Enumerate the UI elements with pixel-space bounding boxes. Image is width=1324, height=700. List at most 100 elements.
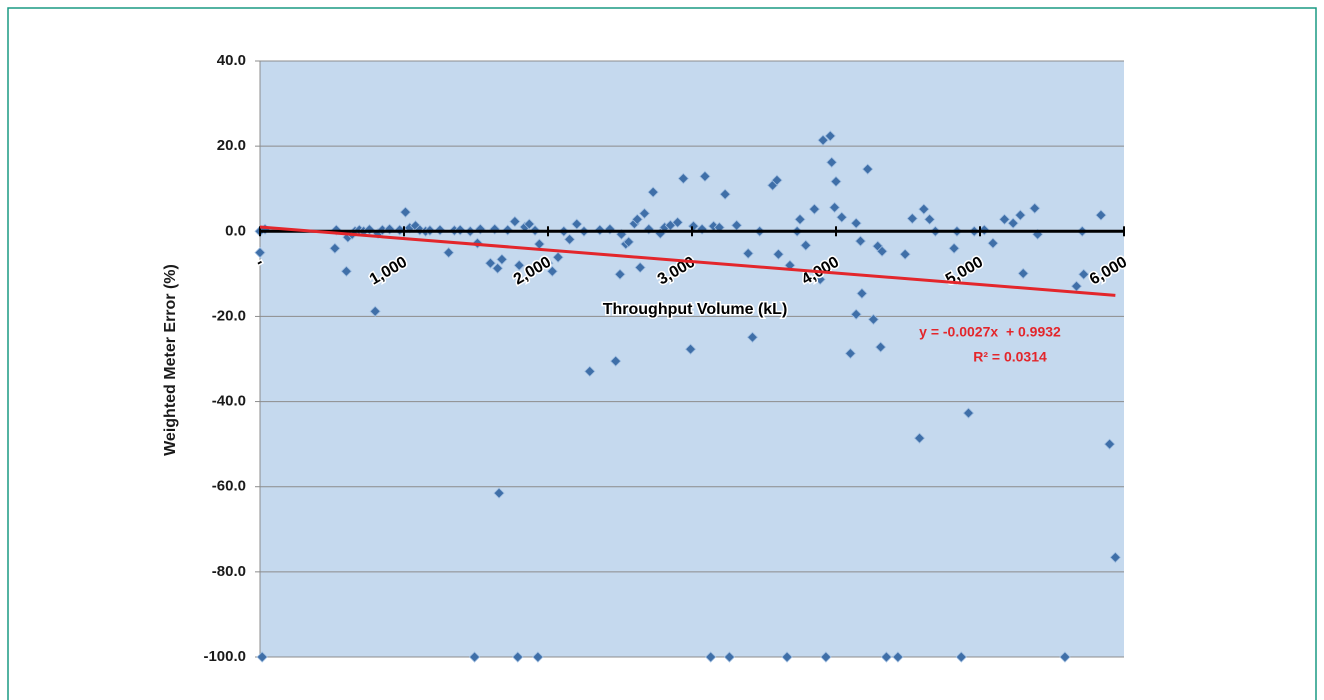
y-tick-label: -40.0 [212, 393, 246, 410]
point [772, 248, 784, 260]
point [781, 651, 793, 663]
point [820, 651, 832, 663]
point [1007, 217, 1019, 229]
y-tick-label: 40.0 [217, 52, 246, 69]
point [571, 218, 583, 230]
point [824, 130, 836, 142]
point [867, 313, 880, 325]
trendline [259, 225, 1116, 297]
point [623, 236, 635, 248]
point [1014, 209, 1026, 221]
point [699, 170, 711, 182]
point [496, 253, 508, 265]
point [719, 188, 731, 200]
point [512, 651, 524, 663]
point [854, 235, 867, 247]
point [987, 237, 999, 249]
point [817, 134, 829, 146]
trendline-equation: y = -0.0027x + 0.9932 [919, 324, 1061, 340]
point [399, 206, 412, 218]
point [1017, 267, 1029, 279]
point [906, 212, 918, 225]
point [638, 207, 651, 219]
point [742, 247, 754, 259]
point [634, 261, 646, 274]
point [746, 331, 759, 343]
point [340, 265, 352, 277]
point [850, 308, 862, 320]
point [672, 216, 684, 228]
point [443, 247, 455, 259]
point [892, 651, 904, 663]
point [948, 242, 960, 254]
point [913, 432, 926, 444]
point [826, 156, 838, 168]
point [647, 186, 659, 198]
point [723, 651, 736, 663]
point [836, 211, 848, 223]
point [850, 217, 862, 229]
point [546, 265, 558, 277]
point [918, 203, 930, 215]
point [1104, 438, 1116, 450]
point [794, 213, 806, 225]
point [532, 651, 544, 663]
trendline-r2: R² = 0.0314 [973, 349, 1047, 365]
point [1078, 268, 1090, 280]
point [962, 407, 975, 419]
point [998, 213, 1011, 225]
point [610, 355, 622, 367]
point [828, 201, 841, 214]
point [814, 273, 826, 285]
point [492, 262, 504, 274]
point [876, 245, 888, 257]
point [552, 251, 564, 263]
frame [7, 7, 1317, 700]
point [862, 163, 874, 175]
point [509, 215, 521, 228]
y-tick-label: 0.0 [225, 222, 246, 239]
y-tick-label: -80.0 [212, 563, 246, 580]
point [844, 347, 856, 360]
point [677, 172, 689, 185]
point [1109, 551, 1121, 563]
y-tick-label: 20.0 [217, 137, 246, 154]
x-axis-title: Throughput Volume (kL) [603, 301, 788, 318]
point [899, 248, 911, 260]
point [1029, 202, 1041, 214]
point [808, 203, 820, 215]
point [484, 257, 496, 269]
point [513, 259, 525, 271]
y-axis-title: Weighted Meter Error (%) [162, 264, 179, 456]
point [875, 341, 887, 353]
point [800, 239, 812, 251]
point [584, 365, 596, 377]
point [523, 218, 535, 230]
point [771, 174, 783, 186]
point [1095, 209, 1107, 221]
point [369, 305, 381, 317]
point [329, 242, 341, 254]
y-tick-label: -60.0 [212, 478, 246, 495]
y-tick-label: -20.0 [212, 307, 246, 324]
point [830, 175, 842, 188]
point [614, 268, 626, 280]
y-tick-label: -100.0 [203, 648, 246, 665]
point [542, 257, 554, 269]
point [564, 233, 576, 245]
point [1059, 651, 1071, 663]
point [256, 651, 268, 663]
point [955, 651, 967, 663]
point [856, 287, 868, 300]
point [684, 343, 697, 355]
point [705, 651, 717, 663]
point [254, 247, 266, 259]
point [924, 213, 936, 225]
point [880, 651, 892, 663]
point [493, 487, 505, 499]
point [631, 213, 643, 225]
plot-area [260, 61, 1124, 657]
point [468, 651, 481, 663]
